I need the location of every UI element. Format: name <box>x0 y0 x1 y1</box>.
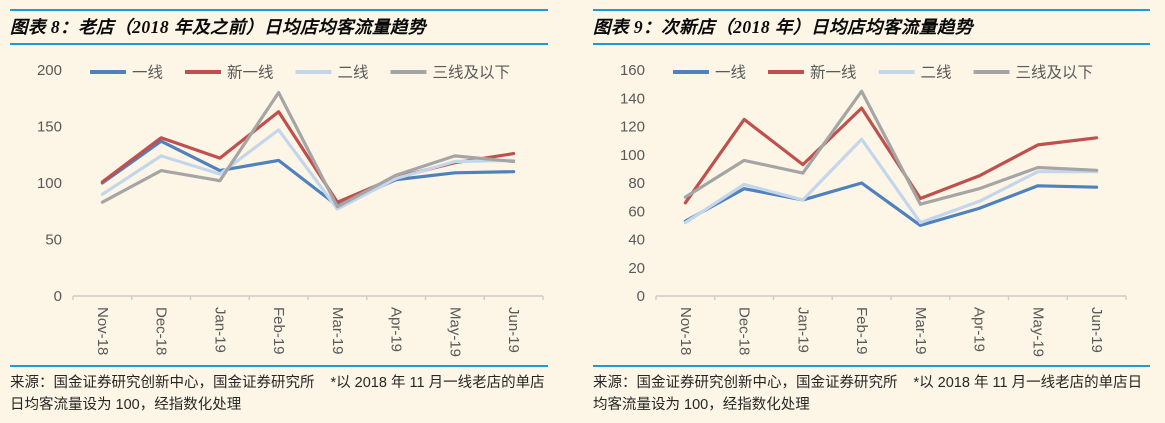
title-rule-top <box>593 9 1150 11</box>
y-axis-tick-label: 0 <box>54 288 62 305</box>
footer-rule <box>10 365 548 367</box>
source-text: 来源：国金证券研究创新中心，国金证券研究所 <box>593 375 898 391</box>
y-axis-tick-label: 20 <box>628 260 645 277</box>
series-line-3 <box>683 89 1099 206</box>
footnote-text: *以 2018 年 11 月一线老店的单店日均客流量设为 100，经指数化处理 <box>10 375 545 414</box>
x-axis-tick-label: Dec-18 <box>736 307 753 355</box>
y-axis-tick-label: 160 <box>620 62 645 79</box>
y-axis-tick-label: 100 <box>620 147 645 164</box>
x-axis-tick-label: Jan-19 <box>211 307 228 353</box>
line-chart-old-stores: 0 50 100 150 200 Nov-18 Dec-18 Jan-19 Feb-19 Mar-… <box>8 50 553 367</box>
series-line-2 <box>100 128 516 211</box>
x-axis-tick-label: Apr-19 <box>971 307 988 352</box>
x-axis-tick-label: Nov-18 <box>677 307 694 355</box>
x-axis-tick-label: Jan-19 <box>794 307 811 353</box>
x-axis-tick-label: Jun-19 <box>505 307 522 353</box>
legend-label-1: 新一线 <box>810 64 857 82</box>
x-axis-tick-label: May-19 <box>1029 307 1046 357</box>
title-rule-bottom <box>10 43 548 45</box>
footnote-text: *以 2018 年 11 月一线老店的单店日均客流量设为 100，经指数化处理 <box>593 375 1143 414</box>
source-note: 来源：国金证券研究创新中心，国金证券研究所 *以 2018 年 11 月一线老店的… <box>10 372 552 417</box>
x-axis-tick-label: Mar-19 <box>329 307 346 355</box>
chart-panel-new-stores: 图表 9：次新店（2018 年）日均店均客流量趋势 0 20 40 60 80 100 12… <box>583 0 1165 423</box>
line-chart-svg: 0 20 40 60 80 100 120 140 160 Nov-18 Dec-18 Jan-19 F… <box>620 62 1127 357</box>
y-axis-tick-label: 200 <box>37 62 62 79</box>
y-axis-tick-label: 120 <box>620 119 645 136</box>
legend-label-3: 三线及以下 <box>433 64 511 82</box>
series-line-2 <box>683 137 1099 225</box>
legend-label-3: 三线及以下 <box>1016 64 1094 82</box>
footer-rule <box>593 365 1150 367</box>
legend-label-0: 一线 <box>132 64 163 82</box>
chart-panel-old-stores: 图表 8：老店（2018 年及之前）日均店均客流量趋势 0 50 100 150 200… <box>0 0 582 423</box>
x-axis-tick-label: Dec-18 <box>153 307 170 355</box>
y-axis-tick-label: 0 <box>637 288 645 305</box>
x-axis-tick-label: Feb-19 <box>270 307 287 355</box>
legend-label-1: 新一线 <box>227 64 274 82</box>
x-axis-tick-label: Apr-19 <box>388 307 405 352</box>
x-axis-tick-label: Mar-19 <box>912 307 929 355</box>
y-axis-tick-label: 100 <box>37 175 62 192</box>
legend-label-0: 一线 <box>715 64 746 82</box>
source-note: 来源：国金证券研究创新中心，国金证券研究所 *以 2018 年 11 月一线老店的… <box>593 372 1151 417</box>
chart-title: 图表 9：次新店（2018 年）日均店均客流量趋势 <box>593 17 973 37</box>
y-axis-tick-label: 80 <box>628 175 645 192</box>
y-axis-tick-label: 60 <box>628 203 645 220</box>
y-axis-tick-label: 50 <box>45 232 62 249</box>
title-rule-bottom <box>593 43 1150 45</box>
line-chart-new-stores: 0 20 40 60 80 100 120 140 160 Nov-18 Dec-18 Jan-19 F… <box>591 50 1136 367</box>
series-line-1 <box>683 106 1099 205</box>
series-line-0 <box>683 181 1099 227</box>
x-axis-tick-label: Feb-19 <box>853 307 870 355</box>
y-axis-tick-label: 140 <box>620 90 645 107</box>
x-axis-tick-label: Nov-18 <box>94 307 111 355</box>
y-axis-tick-label: 150 <box>37 119 62 136</box>
y-axis-tick-label: 40 <box>628 232 645 249</box>
legend-label-2: 二线 <box>921 64 952 82</box>
legend-label-2: 二线 <box>338 64 369 82</box>
series-line-0 <box>100 139 516 208</box>
chart-title: 图表 8：老店（2018 年及之前）日均店均客流量趋势 <box>10 17 426 37</box>
x-axis-tick-label: May-19 <box>446 307 463 357</box>
line-chart-svg: 0 50 100 150 200 Nov-18 Dec-18 Jan-19 Feb-19 Mar-… <box>37 62 544 357</box>
source-text: 来源：国金证券研究创新中心，国金证券研究所 <box>10 375 315 391</box>
x-axis-tick-label: Jun-19 <box>1088 307 1105 353</box>
series-line-3 <box>100 90 516 209</box>
title-rule-top <box>10 9 548 11</box>
